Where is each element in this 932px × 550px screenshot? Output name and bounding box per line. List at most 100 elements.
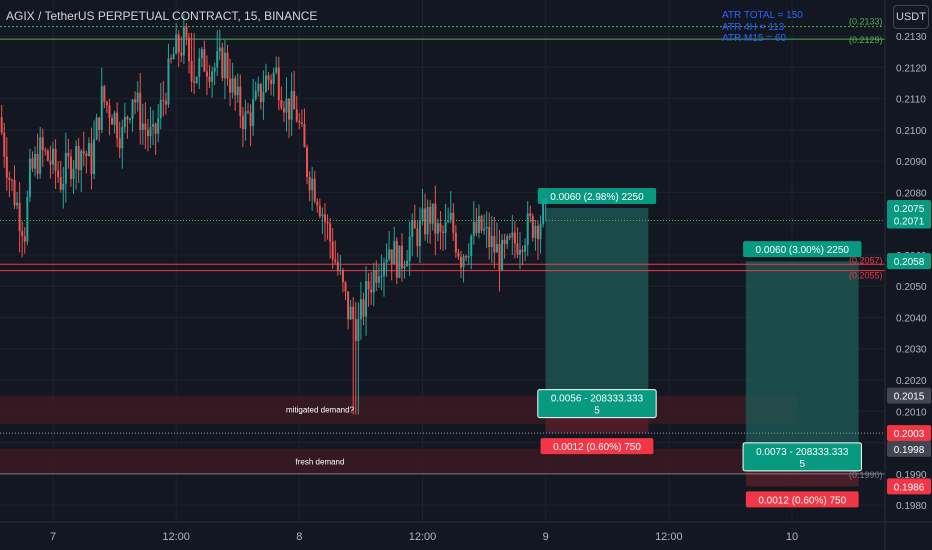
candle-body <box>249 112 252 127</box>
y-tick-label: 0.2030 <box>896 345 927 356</box>
candle-body <box>118 138 121 149</box>
candle-body <box>308 176 311 191</box>
x-tick-label: 12:00 <box>655 531 683 543</box>
zone-label: fresh demand <box>296 457 345 466</box>
position-label-box <box>540 438 654 455</box>
candle-body <box>69 156 72 179</box>
x-tick-label: 9 <box>543 531 549 543</box>
candle-body <box>13 180 16 206</box>
candle-body <box>483 228 486 231</box>
position-profit-zone[interactable] <box>745 261 859 449</box>
candle-body <box>49 160 52 165</box>
candle-body <box>370 289 373 293</box>
candle-body <box>77 145 80 171</box>
candle-body <box>121 127 124 149</box>
candle-body <box>539 224 542 240</box>
candle-body <box>403 266 406 269</box>
chart-title: AGIX / TetherUS PERPETUAL CONTRACT, 15, … <box>6 9 318 23</box>
candle-body <box>193 81 196 83</box>
position-label-box <box>745 491 859 508</box>
candle-body <box>372 270 375 293</box>
candle-body <box>241 115 244 130</box>
price-tag <box>887 440 931 457</box>
position-label-box <box>537 188 657 205</box>
candle-body <box>116 112 119 139</box>
candle-body <box>200 49 203 59</box>
candle-body <box>67 152 70 157</box>
zone-label: mitigated demand? <box>286 406 355 415</box>
candle-body <box>375 270 378 283</box>
candle-body <box>398 245 401 278</box>
candle-body <box>257 83 260 92</box>
candle-body <box>362 299 365 317</box>
candle-body <box>295 109 298 122</box>
candle-body <box>134 99 137 103</box>
candle-body <box>341 270 344 283</box>
candle-body <box>144 123 147 130</box>
candle-body <box>444 222 447 234</box>
candle-body <box>339 270 342 272</box>
candle-body <box>141 123 144 131</box>
candle-body <box>334 259 337 262</box>
candle-body <box>264 75 267 92</box>
candle-body <box>429 207 432 224</box>
candle-body <box>344 282 347 292</box>
position-label-box <box>742 442 862 472</box>
candle-body <box>216 51 219 68</box>
candle-body <box>431 203 434 224</box>
candle-body <box>300 122 303 124</box>
candle-body <box>123 117 126 128</box>
candle-body <box>172 53 175 60</box>
candle-body <box>303 123 306 148</box>
candle-body <box>447 220 450 223</box>
position-profit-zone[interactable] <box>545 208 649 396</box>
candle-body <box>167 58 170 105</box>
y-tick-label: 0.2040 <box>896 313 927 324</box>
candle-body <box>472 221 475 236</box>
candle-body <box>413 220 416 229</box>
demand-zone[interactable] <box>0 448 798 474</box>
candle-body <box>170 58 173 60</box>
candle-body <box>95 117 98 140</box>
candle-body <box>157 118 160 134</box>
candle-body <box>316 201 319 206</box>
demand-zone[interactable] <box>0 395 798 424</box>
y-tick-label: 0.2120 <box>896 63 927 74</box>
price-tag <box>887 212 931 229</box>
candle-body <box>34 153 37 169</box>
candle-body <box>87 143 90 157</box>
candle-body <box>0 117 3 133</box>
candle-body <box>159 100 162 119</box>
demand-zones[interactable] <box>0 395 798 474</box>
candle-body <box>280 100 283 108</box>
candle-body <box>275 67 278 73</box>
candle-body <box>31 158 34 169</box>
candle-body <box>347 291 350 320</box>
candle-body <box>390 249 393 264</box>
candle-body <box>226 52 229 79</box>
horizontal-lines[interactable] <box>0 26 885 475</box>
candle-body <box>434 203 437 234</box>
candle-body <box>41 137 44 151</box>
time-axis[interactable]: 7 12:00 8 12:00 9 12:00 10 <box>50 531 798 543</box>
candle-body <box>349 306 352 320</box>
candle-body <box>64 152 67 184</box>
candle-body <box>293 90 296 110</box>
currency-button[interactable]: USDT <box>893 5 929 29</box>
candle-body <box>331 241 334 260</box>
candle-body <box>93 139 96 175</box>
candle-body <box>459 256 462 268</box>
candle-body <box>321 214 324 217</box>
candle-body <box>236 86 239 96</box>
y-tick-label: 0.2130 <box>896 32 927 43</box>
candle-body <box>526 213 529 245</box>
candle-body <box>252 99 255 127</box>
candle-body <box>470 235 473 257</box>
y-tick-label: 0.2090 <box>896 157 927 168</box>
candle-body <box>231 78 234 93</box>
candle-body <box>354 319 357 342</box>
candle-body <box>82 150 85 154</box>
position-label-box <box>743 241 862 258</box>
